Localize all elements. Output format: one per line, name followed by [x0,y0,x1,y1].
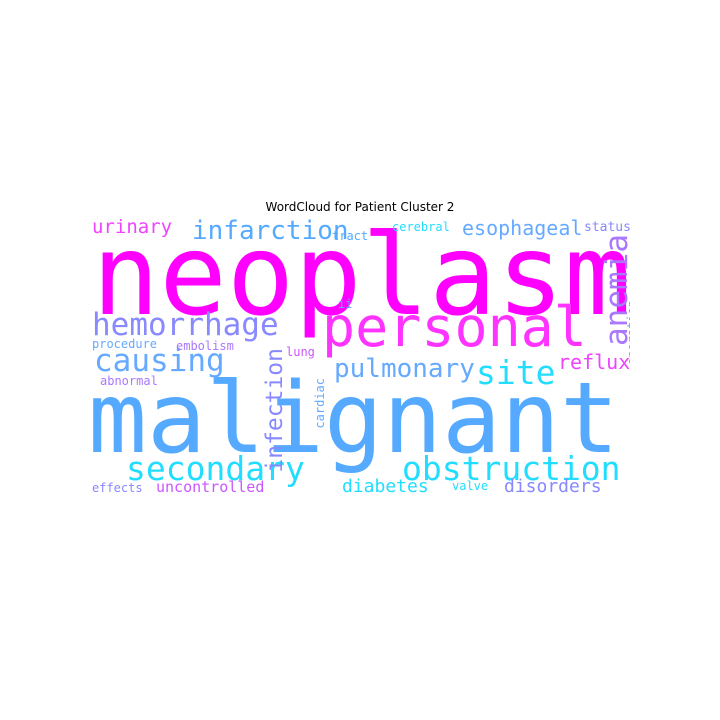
word-ii: ii [338,297,353,311]
word-personal: personal [322,295,587,359]
word-malignant: malignant [90,362,620,476]
word-lung: lung [286,345,315,359]
word-hemorrhage: hemorrhage [92,307,279,343]
word-cerebral: cerebral [392,220,450,234]
word-infarction: infarction [192,218,349,246]
word-urinary: urinary [92,218,173,238]
word-cardiac: cardiac [313,378,327,429]
word-cloud: neoplasm malignant personal hemorrhage s… [90,218,630,498]
word-obstruction: obstruction [402,449,621,488]
word-site: site [476,353,556,392]
word-infection: infection [262,348,288,473]
word-valve: valve [452,479,489,493]
word-neoplasm: neoplasm [92,218,630,341]
word-procedure: procedure [92,337,158,351]
chart-title: WordCloud for Patient Cluster 2 [265,200,455,214]
word-reflux: reflux [558,350,630,374]
word-pulmonary: pulmonary [334,354,475,384]
word-uncontrolled: uncontrolled [156,478,265,496]
word-status: status [584,220,630,235]
word-esophageal: esophageal [462,218,583,240]
word-secondary: secondary [126,449,305,488]
word-disorders: disorders [504,476,602,497]
word-effects: effects [92,481,143,495]
word-abnormal: abnormal [100,374,158,388]
word-diabetes: diabetes [342,476,429,497]
word-embolism: embolism [176,339,234,353]
word-causing: causing [94,343,225,379]
word-tract: tract [332,229,369,243]
word-operation: operation [625,300,630,366]
